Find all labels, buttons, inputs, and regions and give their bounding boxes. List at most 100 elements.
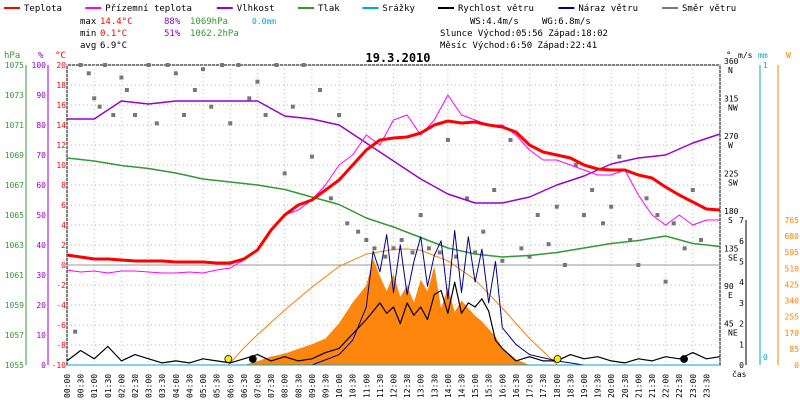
stats-min-humidity: 51% bbox=[164, 29, 181, 39]
x-tick-label: 05:30 bbox=[213, 374, 222, 398]
x-tick-label: 14:30 bbox=[458, 374, 467, 398]
x-tick-label: 15:00 bbox=[471, 374, 480, 398]
stats-min-label: min bbox=[80, 29, 96, 39]
stats-min-temp: 0.1°C bbox=[100, 29, 127, 39]
wind-direction-point bbox=[192, 88, 197, 92]
y-tick-hpa: 1071 bbox=[5, 121, 24, 130]
moonrise-marker bbox=[248, 355, 257, 363]
y-tick-deg-dir: W bbox=[728, 141, 733, 150]
x-tick-label: 10:00 bbox=[335, 374, 344, 398]
x-tick-label: 08:00 bbox=[281, 374, 290, 398]
wind-direction-point bbox=[383, 254, 388, 259]
y-tick-temp: 4 bbox=[61, 221, 66, 230]
axis-label-mm: mm bbox=[758, 51, 768, 60]
wind-direction-point bbox=[86, 71, 91, 76]
y-tick-w: 170 bbox=[785, 329, 800, 338]
plot-area bbox=[66, 63, 721, 366]
stats-sun: Slunce Východ:05:56 Západ:18:02 bbox=[440, 29, 608, 39]
y-tick-w: 680 bbox=[785, 232, 800, 241]
wind-direction-point bbox=[124, 88, 129, 92]
x-tick-label: 07:30 bbox=[267, 374, 276, 398]
x-tick-label: 21:00 bbox=[634, 374, 643, 398]
stats-wind-gust: WG:6.8m/s bbox=[542, 17, 591, 27]
y-tick-w: 425 bbox=[785, 280, 800, 289]
wind-direction-point bbox=[119, 75, 124, 80]
wind-direction-point bbox=[309, 154, 314, 159]
wind-direction-point bbox=[201, 67, 206, 72]
moonset-marker bbox=[680, 355, 688, 363]
y-tick-hpa: 1057 bbox=[5, 331, 24, 340]
y-tick-w: 0 bbox=[794, 361, 799, 370]
y-tick-pct: 60 bbox=[36, 181, 46, 190]
y-tick-hpa: 1055 bbox=[5, 361, 24, 370]
y-tick-temp: 20 bbox=[56, 61, 66, 70]
wind-direction-point bbox=[247, 96, 252, 101]
wind-direction-point bbox=[73, 329, 78, 334]
y-tick-temp: 18 bbox=[56, 81, 66, 90]
y-tick-w: 255 bbox=[785, 313, 800, 322]
axis-label-deg: ° bbox=[726, 51, 731, 61]
y-tick-deg-dir: E bbox=[728, 291, 733, 300]
wind-direction-point bbox=[181, 113, 186, 117]
y-tick-deg: 135 bbox=[724, 245, 739, 254]
y-tick-deg: 45 bbox=[724, 320, 734, 329]
y-tick-pct: 80 bbox=[36, 121, 46, 130]
stats-min-pressure: 1062.2hPa bbox=[190, 29, 239, 39]
x-tick-label: 16:00 bbox=[498, 374, 507, 398]
wind-direction-point bbox=[573, 163, 578, 167]
y-tick-temp: 0 bbox=[61, 261, 66, 270]
y-tick-hpa: 1075 bbox=[5, 61, 24, 70]
stats-max-humidity: 88% bbox=[164, 17, 181, 27]
y-tick-ms: 4 bbox=[739, 278, 744, 287]
y-tick-ms: 2 bbox=[739, 320, 744, 329]
y-tick-temp: 16 bbox=[56, 101, 66, 110]
wind-direction-point bbox=[78, 63, 83, 67]
wind-direction-point bbox=[282, 171, 287, 176]
stats-avg-temp: 6.9°C bbox=[100, 41, 127, 51]
stats-avg-label: avg bbox=[80, 41, 96, 51]
wind-direction-point bbox=[437, 250, 442, 255]
legend-label-prizemni: Přízemní teplota bbox=[105, 4, 192, 14]
y-tick-deg-dir: N bbox=[728, 66, 733, 75]
legend-label-smer: Směr větru bbox=[682, 4, 736, 14]
wind-direction-point bbox=[527, 254, 532, 259]
wind-direction-point bbox=[263, 113, 268, 117]
x-tick-label: 17:00 bbox=[526, 374, 535, 398]
x-tick-label: 03:30 bbox=[158, 374, 167, 398]
stats-max-temp: 14.4°C bbox=[100, 17, 133, 27]
y-tick-ms: 1 bbox=[739, 340, 744, 349]
x-tick-label: 23:00 bbox=[689, 374, 698, 398]
axes: 00:00 00:30 01:00 01:30 02:00 02:30 03:00 03:30… bbox=[4, 51, 799, 398]
y-tick-temp: -4 bbox=[56, 301, 66, 310]
wind-direction-point bbox=[628, 238, 633, 242]
wind-direction-point bbox=[663, 279, 668, 284]
y-tick-hpa: 1059 bbox=[5, 301, 24, 310]
x-tick-label: 19:30 bbox=[594, 374, 603, 398]
x-tick-label: 02:30 bbox=[131, 374, 140, 398]
y-tick-ms: 5 bbox=[739, 258, 744, 267]
x-tick-label: 05:00 bbox=[199, 374, 208, 398]
wind-direction-point bbox=[601, 221, 606, 226]
wind-direction-point bbox=[274, 63, 279, 67]
solar-radiation-area bbox=[243, 258, 530, 365]
series-ground-temperature bbox=[66, 94, 720, 274]
wind-direction-point bbox=[690, 188, 695, 192]
wind-direction-point bbox=[290, 104, 295, 109]
x-tick-label: 19:00 bbox=[580, 374, 589, 398]
y-tick-deg-dir: SE bbox=[728, 254, 738, 263]
y-tick-w: 85 bbox=[789, 345, 799, 354]
x-tick-label: 20:00 bbox=[607, 374, 616, 398]
y-tick-pct: 70 bbox=[36, 151, 46, 160]
legend-label-tlak: Tlak bbox=[318, 4, 340, 14]
series-wind-speed bbox=[66, 281, 721, 364]
wind-direction-point bbox=[454, 254, 459, 259]
x-tick-label: 02:00 bbox=[117, 374, 126, 398]
sunrise-marker bbox=[224, 355, 233, 363]
axis-label-hpa: hPa bbox=[4, 51, 20, 61]
x-tick-label: 09:00 bbox=[308, 374, 317, 398]
x-tick-label: 23:30 bbox=[702, 374, 711, 398]
wind-direction-point bbox=[103, 63, 108, 67]
series-temperature bbox=[66, 119, 721, 265]
wind-direction-point bbox=[535, 213, 540, 217]
wind-direction-point bbox=[209, 104, 214, 109]
